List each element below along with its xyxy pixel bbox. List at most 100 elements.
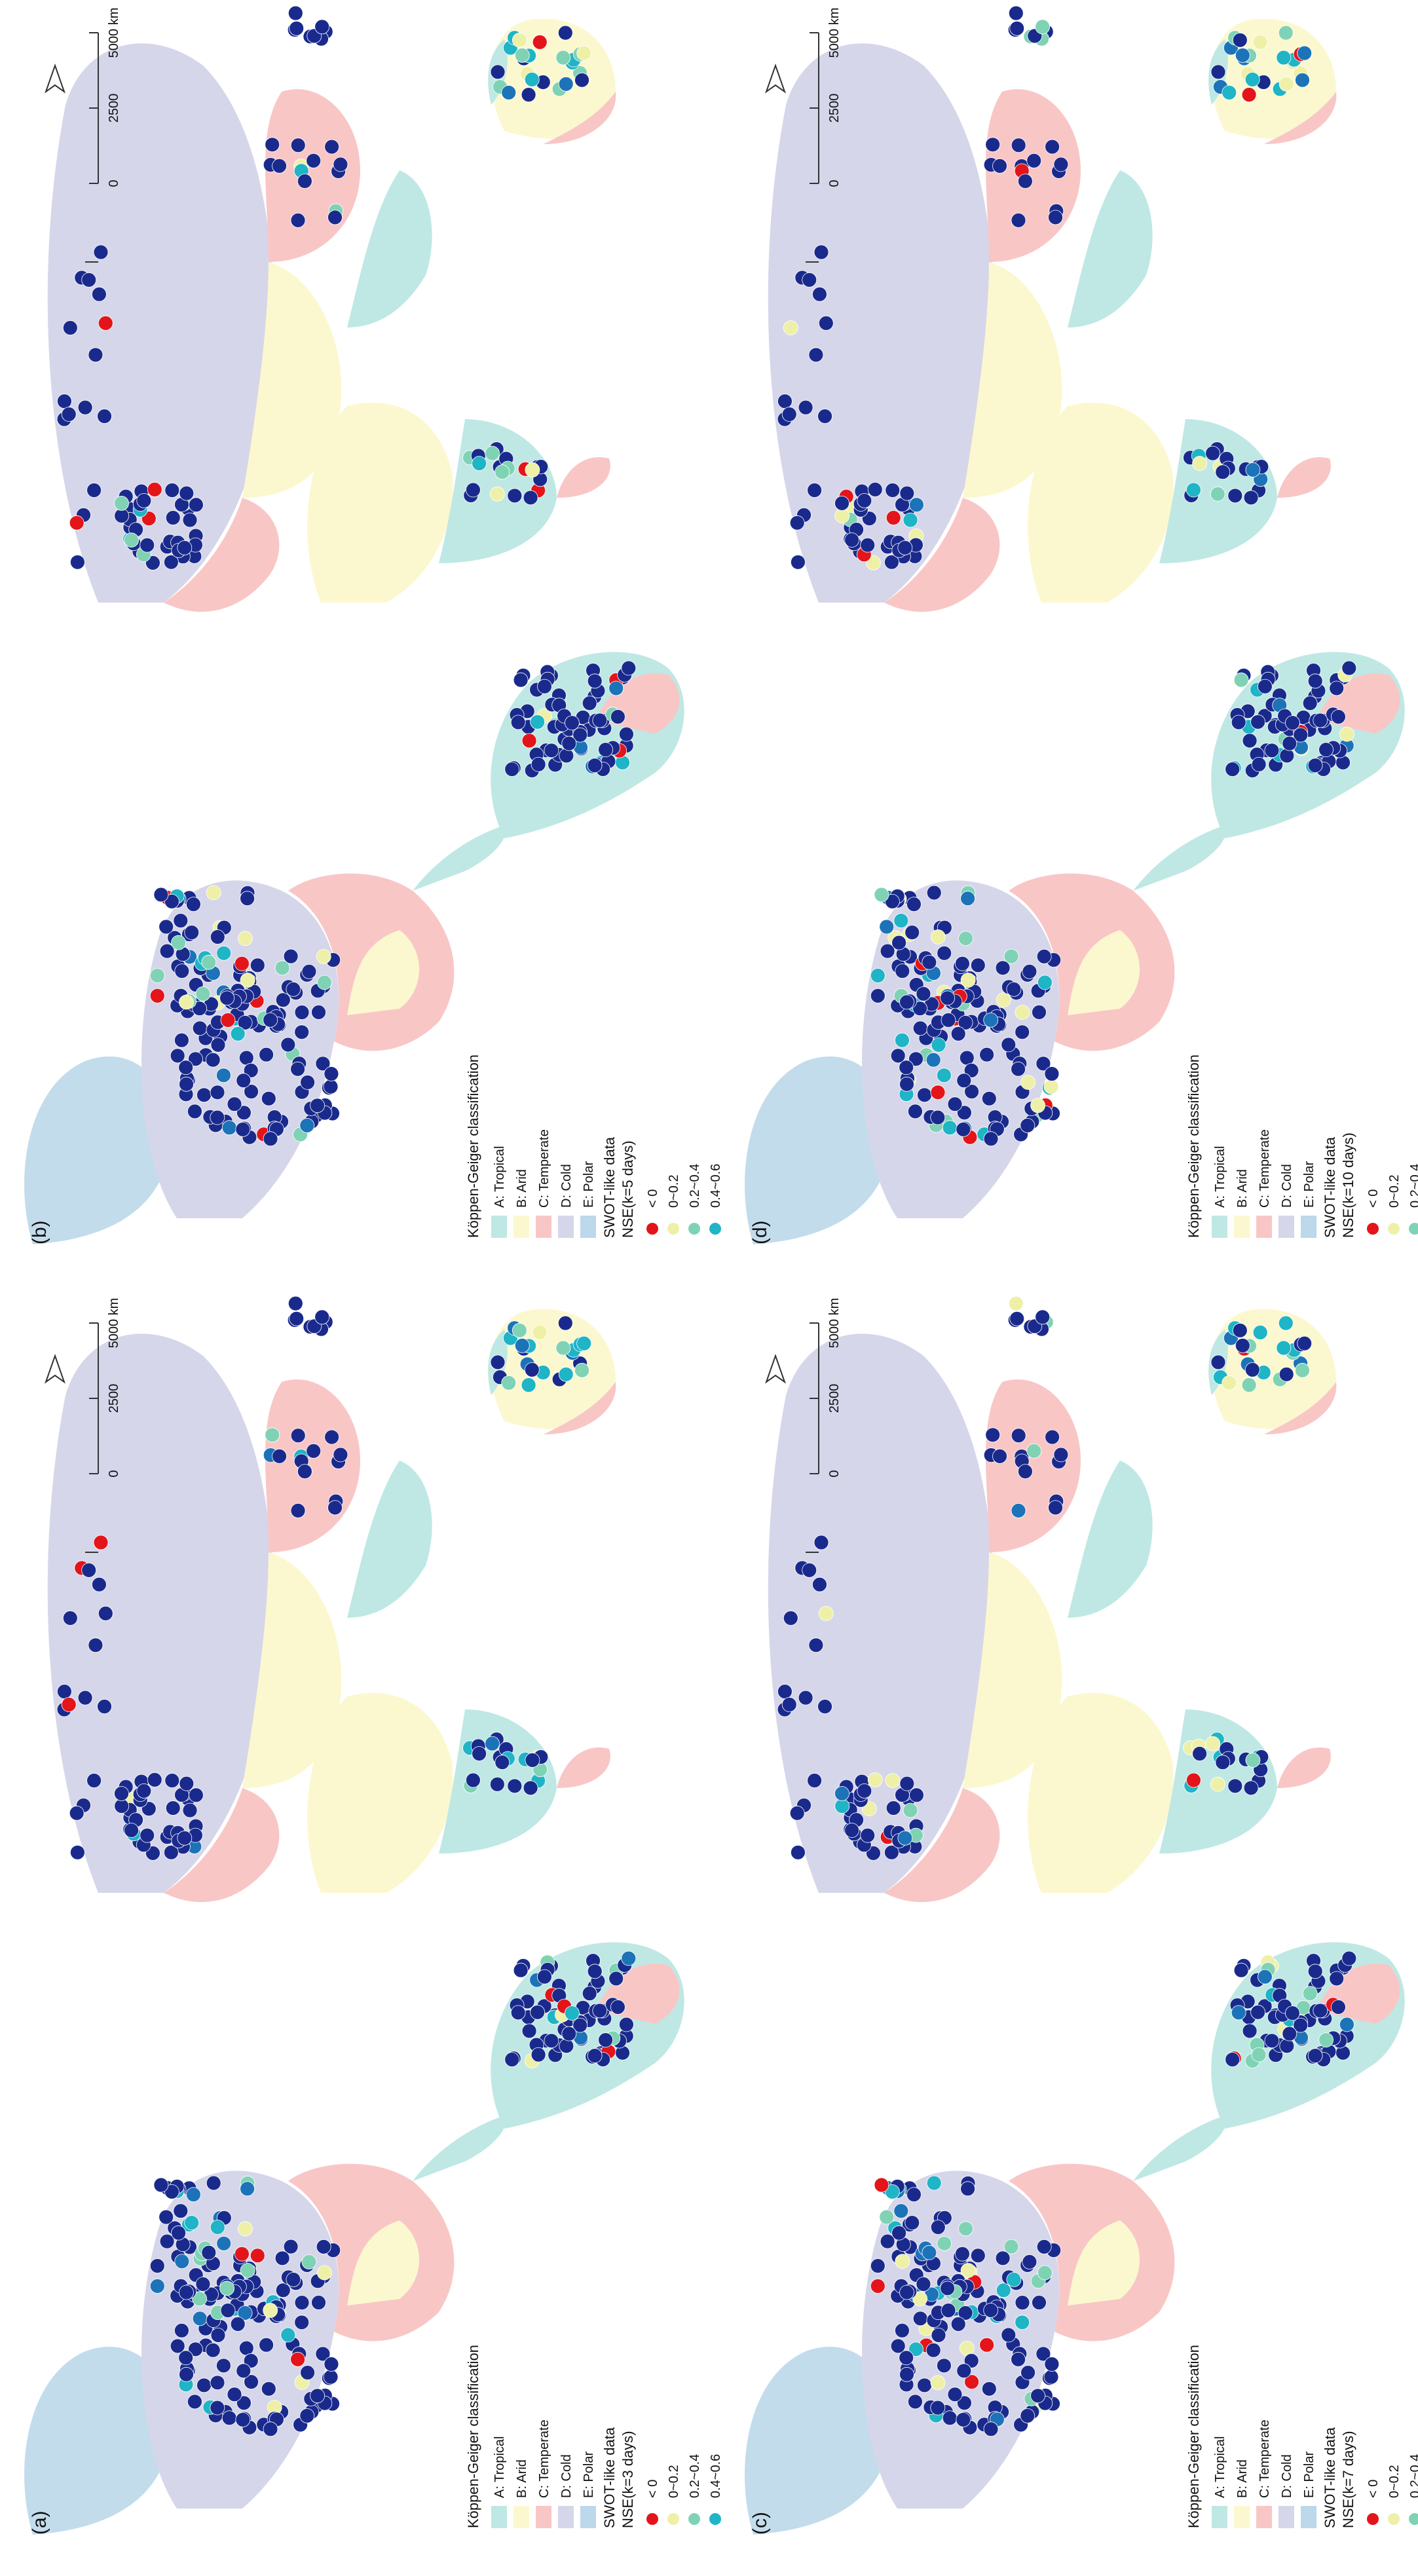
station-point [1030,1098,1046,1113]
panel-tag: (d) [749,1220,771,1244]
station-point [173,2203,189,2218]
station-point [1251,2047,1267,2063]
panel-tag: (a) [29,2511,50,2535]
station-point [1053,1447,1069,1463]
station-point [874,2177,889,2193]
swot-legend-title: SWOT-like data [601,2427,618,2528]
koppen-swatch [558,1216,574,1238]
north-arrow-icon [765,63,786,94]
station-point [834,508,850,523]
station-point [311,2295,326,2310]
station-point [1227,1778,1243,1794]
station-point [1258,1969,1273,1985]
station-point [798,400,813,415]
station-point [791,1844,806,1860]
station-point [1231,715,1246,730]
station-point [178,1060,194,1075]
station-point [1210,64,1226,80]
station-point [286,981,301,997]
station-point [97,409,112,424]
station-point [532,35,548,50]
station-point [1011,138,1026,153]
nse-class-label: 0.2~0.4 [688,2454,702,2498]
map-legend: Köppen-Geiger classification A: Tropical B… [465,2345,765,2528]
koppen-class-label: A: Tropical [1213,2436,1227,2498]
nse-legend-title: NSE(k=10 days) [1340,1132,1356,1238]
station-point [1045,139,1060,155]
station-point [798,1690,813,1706]
koppen-class-label: E: Polar [582,1161,596,1208]
station-point [1339,726,1354,742]
station-point [1251,756,1267,772]
koppen-swatch [580,1216,596,1238]
station-point [844,532,860,548]
station-point [870,2258,886,2273]
station-point [466,482,481,498]
station-point [789,1805,805,1821]
scale-tick-label: 2500 [827,1384,842,1413]
station-point [238,931,253,946]
station-point [294,1005,310,1020]
station-point [140,537,155,553]
station-point [544,743,559,758]
nse-class-label: 0~0.2 [1387,1174,1402,1208]
station-point [954,956,970,971]
scale-bar: 0 2500 5000 km [810,1298,842,1478]
nse-class-label: 0.2~0.4 [1408,2454,1418,2498]
swot-legend-title: SWOT-like data [1322,1136,1338,1238]
station-point [802,272,817,288]
station-point [182,1802,198,1818]
station-point [1192,456,1207,471]
station-point [870,968,886,983]
koppen-class-label: C: Temperate [537,2419,551,2498]
station-point [559,748,574,764]
station-point [857,1783,872,1799]
station-point [512,1322,527,1338]
station-point [57,394,72,409]
station-point [561,2026,577,2042]
koppen-swatch [580,2506,596,2528]
map-panel-a: 0 2500 5000 km (a) Köppen-Geiger classificat… [7,1296,765,2548]
map-panels: 0 2500 5000 km (b) Köppen-Geiger classificat… [7,5,1418,2548]
station-point [1282,2026,1297,2042]
station-point [236,2395,252,2411]
station-point [1020,2408,1036,2423]
station-point [995,2250,1011,2266]
north-arrow-icon [45,1353,65,1384]
station-point [201,2245,217,2260]
koppen-swatch [536,1216,551,1238]
nse-swatch [1367,2513,1379,2525]
koppen-swatch [1234,1216,1250,1238]
station-point [170,1048,185,1064]
station-point [149,2278,165,2294]
station-point [153,2177,169,2193]
station-point [316,975,332,990]
station-point [1245,1753,1261,1768]
station-point [490,1354,506,1370]
station-point [210,2327,226,2343]
station-point [236,1105,252,1121]
station-point [899,2285,914,2300]
koppen-class-label: E: Polar [1302,2452,1316,2498]
station-point [179,994,194,1010]
station-point [530,714,545,730]
station-point [619,2017,634,2032]
station-point [598,742,613,757]
station-point [286,2271,301,2287]
nse-class-label: 0~0.2 [1387,2465,1402,2498]
koppen-swatch [1301,2506,1316,2528]
station-point [205,2342,221,2358]
north-arrow-and-scale [765,1353,819,1553]
station-point [940,2281,956,2296]
station-point [263,1012,278,1028]
station-point [1313,713,1328,728]
station-point [524,72,540,87]
station-point [1331,709,1346,724]
scale-tick-label: 5000 km [827,1298,842,1349]
station-point [587,1964,603,1979]
station-point [912,2291,928,2307]
koppen-swatch [1278,1216,1294,1238]
station-point [1258,679,1273,694]
station-point [1043,1079,1059,1094]
station-point [86,483,102,498]
